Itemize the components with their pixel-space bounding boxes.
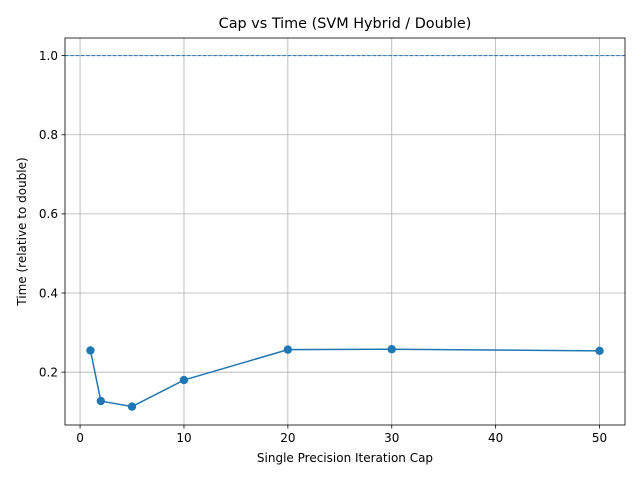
x-axis-label: Single Precision Iteration Cap: [257, 451, 433, 465]
data-point: [283, 345, 293, 354]
plot-area-background: [65, 38, 625, 425]
x-tick-label: 10: [176, 431, 191, 445]
y-tick-label: 0.4: [39, 286, 58, 300]
series-group: [86, 345, 604, 411]
x-axis-ticks: 0 10 20 30 40 50: [76, 425, 607, 445]
plot-frame: [64, 37, 626, 426]
data-point: [179, 375, 189, 385]
x-tick-label: 20: [280, 431, 295, 445]
data-point: [96, 396, 106, 406]
x-tick-label: 50: [592, 431, 607, 445]
data-point: [595, 346, 604, 356]
x-tick-label: 0: [76, 431, 84, 445]
y-tick-label: 0.8: [39, 128, 58, 142]
data-point: [387, 345, 396, 354]
x-tick-label: 40: [488, 431, 503, 445]
y-tick-label: 0.2: [39, 365, 58, 379]
data-point: [86, 346, 95, 355]
chart-title: Cap vs Time (SVM Hybrid / Double): [219, 16, 472, 32]
y-tick-label: 1.0: [39, 49, 58, 63]
y-tick-label: 0.6: [39, 207, 58, 221]
y-axis-label: Time (relative to double): [15, 157, 29, 306]
y-axis-ticks: 0.2 0.4 0.6 0.8 1.0: [39, 49, 65, 379]
x-grid: [79, 38, 600, 425]
axes-spines: [64, 37, 626, 426]
data-point: [127, 402, 137, 411]
x-tick-label: 30: [384, 431, 399, 445]
